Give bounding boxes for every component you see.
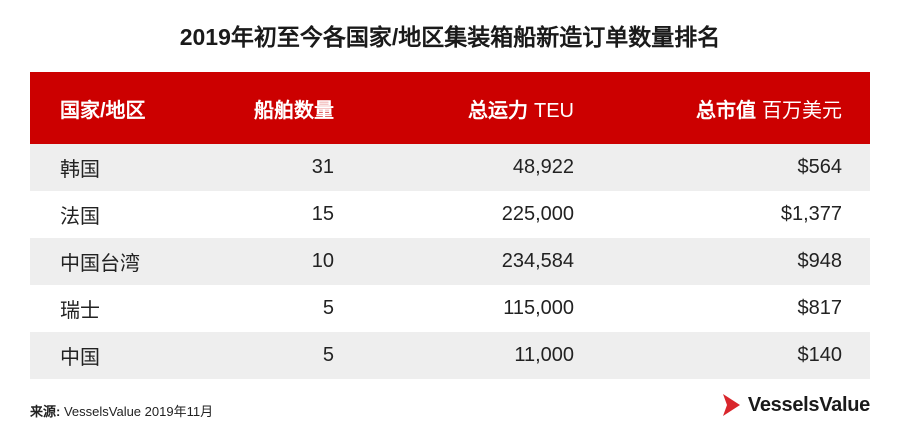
source-label: 来源: (30, 404, 61, 419)
header-vessels: 船舶数量 (254, 99, 334, 122)
header-row: 国家/地区 船舶数量 总运力 TEU 总市值 百万美元 (30, 72, 870, 144)
cell-vessels: 31 (311, 156, 334, 178)
ranking-table: 国家/地区 船舶数量 总运力 TEU 总市值 百万美元 韩国 31 48,922 $564… (30, 72, 870, 379)
table-row: 韩国 31 48,922 $564 (30, 144, 870, 191)
cell-value: $140 (797, 344, 843, 366)
cell-capacity: 115,000 (503, 297, 574, 319)
header-capacity-unit: TEU (534, 99, 574, 122)
cell-capacity: 11,000 (514, 344, 574, 366)
vesselsvalue-logo-icon (722, 394, 740, 416)
cell-vessels: 5 (322, 344, 334, 366)
source-text: VesselsValue 2019年11月 (60, 404, 214, 419)
cell-region: 韩国 (60, 159, 100, 181)
cell-region: 中国台湾 (60, 253, 140, 275)
chart-title: 2019年初至今各国家/地区集装箱船新造订单数量排名 (179, 24, 721, 50)
table-row: 中国 5 11,000 $140 (30, 332, 870, 379)
cell-region: 中国 (60, 347, 100, 369)
table-row: 瑞士 5 115,000 $817 (30, 285, 870, 332)
cell-region: 瑞士 (60, 300, 100, 322)
cell-capacity: 225,000 (501, 203, 574, 225)
table-row: 中国台湾 10 234,584 $948 (30, 238, 870, 285)
cell-capacity: 48,922 (512, 156, 574, 178)
cell-vessels: 15 (311, 203, 334, 225)
cell-vessels: 10 (311, 250, 334, 272)
cell-value: $564 (797, 156, 843, 178)
header-capacity: 总运力 TEU (468, 99, 574, 122)
logo-text: VesselsValue (747, 393, 870, 416)
brand-logo: VesselsValue (720, 392, 870, 418)
cell-region: 法国 (60, 206, 100, 228)
header-value: 总市值 百万美元 (696, 99, 842, 122)
header-value-unit: 百万美元 (762, 99, 842, 122)
table-row: 法国 15 225,000 $1,377 (30, 191, 870, 238)
table-body: 韩国 31 48,922 $564 法国 15 225,000 $1,377 中国台湾 10 234… (30, 144, 870, 379)
cell-value: $948 (797, 250, 843, 272)
cell-value: $1,377 (780, 203, 842, 225)
cell-value: $817 (797, 297, 843, 319)
source-note: 来源: VesselsValue 2019年11月 (30, 401, 213, 420)
header-region: 国家/地区 (60, 99, 146, 122)
cell-vessels: 5 (322, 297, 334, 319)
cell-capacity: 234,584 (501, 250, 574, 272)
